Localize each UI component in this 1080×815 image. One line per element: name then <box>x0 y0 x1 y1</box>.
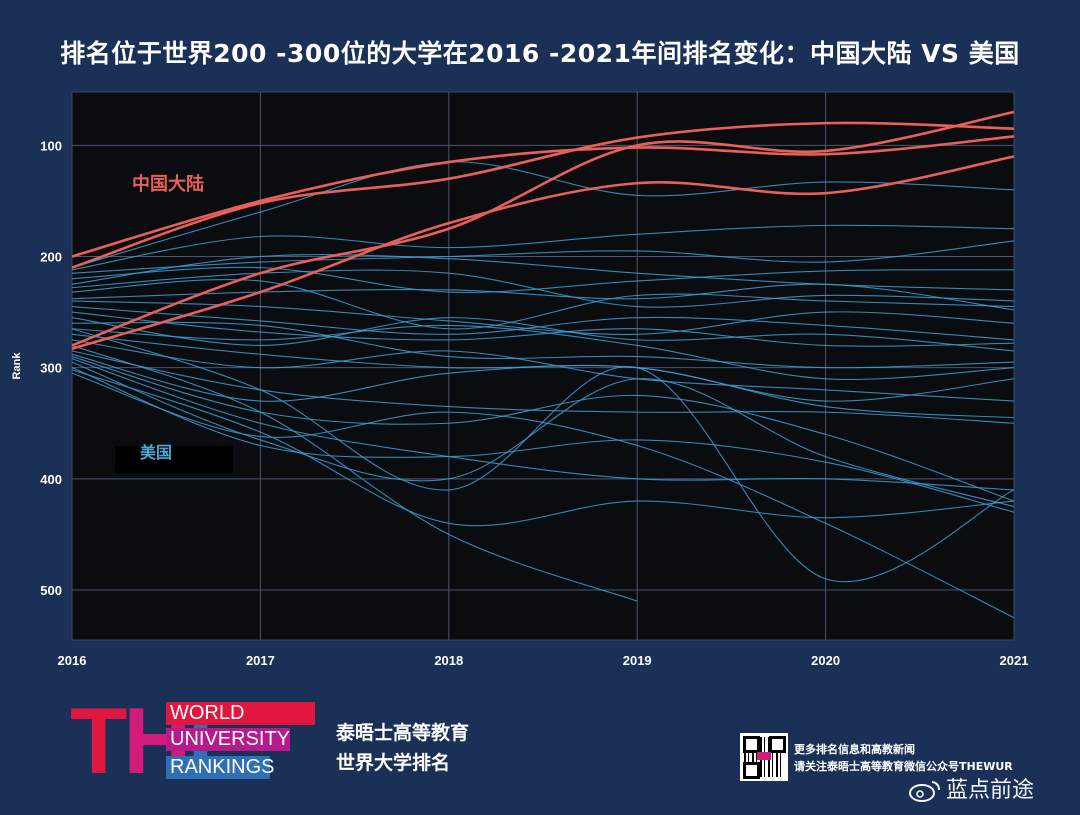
logo-line-world: WORLD <box>166 702 315 725</box>
us-series-line-3 <box>71 266 1015 293</box>
us-series-line-5 <box>71 269 1015 308</box>
us-series-line-19 <box>71 358 1015 491</box>
us-series-line-24 <box>71 344 638 602</box>
us-series-line-21 <box>71 367 1015 513</box>
chart-title: 排名位于世界200 -300位的大学在2016 -2021年间排名变化：中国大陆… <box>60 39 1020 68</box>
annotation-china: 中国大陆 <box>132 173 204 195</box>
us-series-group <box>71 161 1015 619</box>
us-series-line-15 <box>71 339 1015 402</box>
china-series-line-1 <box>71 121 1015 269</box>
y-tick-label: 400 <box>40 472 62 487</box>
brand-line-1: 泰晤士高等教育 <box>336 722 470 744</box>
us-series-line-7 <box>71 283 1015 311</box>
y-tick-label: 200 <box>40 250 62 265</box>
watermark-text: 蓝点前途 <box>946 778 1035 803</box>
y-tick-label: 100 <box>40 138 62 153</box>
annotation-bg-us <box>115 446 233 473</box>
follow-line-1: 更多排名信息和高教新闻 <box>794 743 915 756</box>
x-tick-label: 2021 <box>1000 653 1029 668</box>
follow-line-2: 请关注泰晤士高等教育微信公众号THEWUR <box>794 760 1013 773</box>
watermark: 蓝点前途 <box>908 772 1034 804</box>
china-series-line-2 <box>71 110 1015 347</box>
x-tick-label: 2016 <box>58 653 87 668</box>
us-series-line-17 <box>71 350 1015 424</box>
us-series-line-12 <box>71 321 1015 369</box>
axes: 2016 2017 2018 2019 2020 2021 100 200 300 400 500 <box>40 138 1028 668</box>
x-tick-label: 2020 <box>811 653 840 668</box>
brand-line-2: 世界大学排名 <box>336 752 451 774</box>
china-series-group <box>71 110 1015 351</box>
china-series-line-3 <box>71 155 1015 351</box>
y-tick-label: 500 <box>40 583 62 598</box>
x-tick-label: 2017 <box>246 653 275 668</box>
us-series-line-20 <box>71 361 1015 508</box>
grid-lines <box>72 92 1014 640</box>
weibo-icon <box>909 781 940 802</box>
annotation-us: 美国 <box>140 443 172 462</box>
us-series-line-22 <box>71 369 1015 527</box>
brand-chinese: 泰晤士高等教育 世界大学排名 <box>336 718 469 778</box>
x-tick-label: 2018 <box>434 653 463 668</box>
us-series-line-9 <box>71 305 1015 341</box>
us-series-line-8 <box>71 300 1015 336</box>
us-series-line-18 <box>71 356 1015 502</box>
the-logo: THE WORLD UNIVERSITY RANKINGS <box>70 694 320 788</box>
y-tick-label: 300 <box>40 361 62 376</box>
us-series-line-2 <box>71 240 1015 274</box>
logo-line-university: UNIVERSITY <box>166 728 290 751</box>
us-series-line-1 <box>71 224 1015 271</box>
x-tick-label: 2019 <box>623 653 652 668</box>
y-axis-label: Rank <box>11 352 23 380</box>
qr-code-icon <box>740 733 788 781</box>
us-series-line-11 <box>71 317 1015 352</box>
us-series-line-10 <box>71 311 1015 347</box>
follow-text: 更多排名信息和高教新闻 请关注泰晤士高等教育微信公众号THEWUR <box>794 741 1013 775</box>
us-series-line-0 <box>71 161 1015 269</box>
china-series-line-0 <box>71 135 1015 258</box>
us-series-line-16 <box>71 353 1015 419</box>
us-series-line-25 <box>71 328 1015 583</box>
line-chart: 2016 2017 2018 2019 2020 2021100200300400500 … <box>11 91 1028 668</box>
logo-line-rankings: RANKINGS <box>166 756 274 779</box>
us-series-line-13 <box>71 324 1015 380</box>
